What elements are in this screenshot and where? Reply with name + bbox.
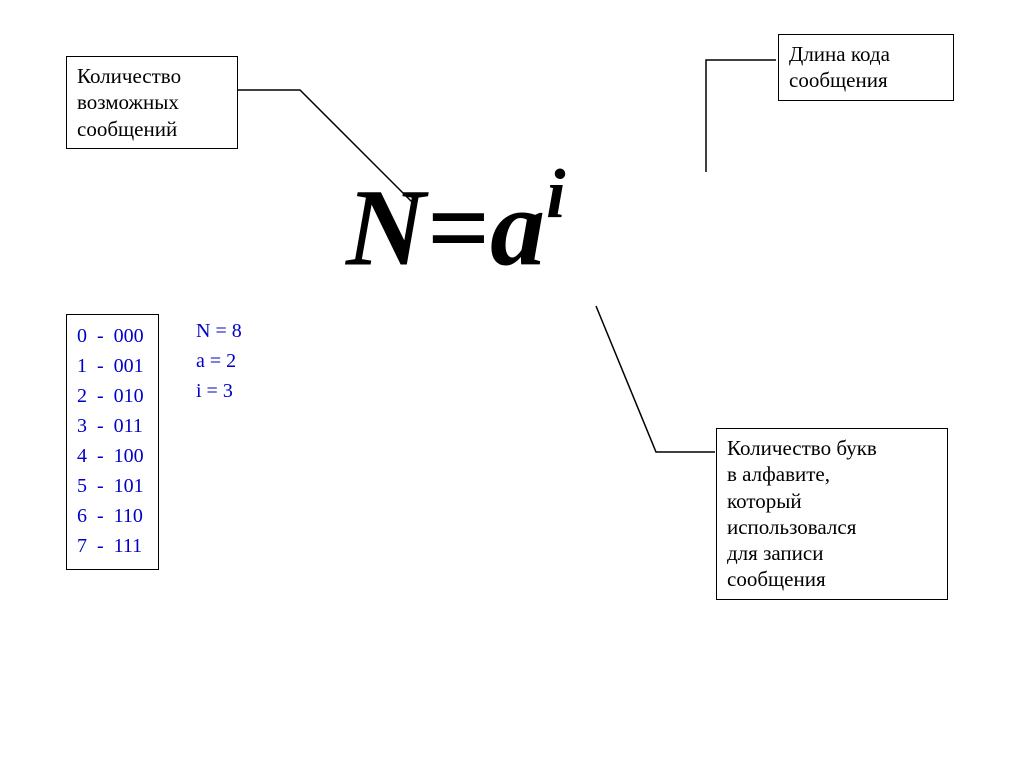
annotation-text: сообщений [77,116,227,142]
formula-N: N [346,167,426,289]
binary-codes-box: 0 - 000 1 - 001 2 - 010 3 - 011 4 - 100 … [66,314,159,570]
code-row: 6 - 110 [77,501,144,531]
code-row: 7 - 111 [77,531,144,561]
annotation-box-messages-count: Количество возможных сообщений [66,56,238,149]
annotation-text: Количество [77,63,227,89]
code-row: 1 - 001 [77,351,144,381]
code-row: 0 - 000 [77,321,144,351]
annotation-text: сообщения [789,67,943,93]
annotation-text: сообщения [727,566,937,592]
formula-exponent-i: i [546,156,566,233]
formula-a: a [490,167,546,289]
annotation-box-code-length: Длина кода сообщения [778,34,954,101]
code-row: 2 - 010 [77,381,144,411]
annotation-text: который [727,488,937,514]
annotation-box-alphabet-size: Количество букв в алфавите, который испо… [716,428,948,600]
value-a: a = 2 [196,346,242,376]
example-values: N = 8 a = 2 i = 3 [196,316,242,406]
annotation-text: для записи [727,540,937,566]
annotation-text: использовался [727,514,937,540]
connector-line [596,306,715,452]
code-row: 3 - 011 [77,411,144,441]
annotation-text: в алфавите, [727,461,937,487]
code-row: 5 - 101 [77,471,144,501]
annotation-text: возможных [77,89,227,115]
annotation-text: Количество букв [727,435,937,461]
value-i: i = 3 [196,376,242,406]
code-row: 4 - 100 [77,441,144,471]
connector-line [706,60,776,172]
formula: N=ai [346,170,567,283]
annotation-text: Длина кода [789,41,943,67]
formula-equals: = [426,167,490,289]
value-N: N = 8 [196,316,242,346]
